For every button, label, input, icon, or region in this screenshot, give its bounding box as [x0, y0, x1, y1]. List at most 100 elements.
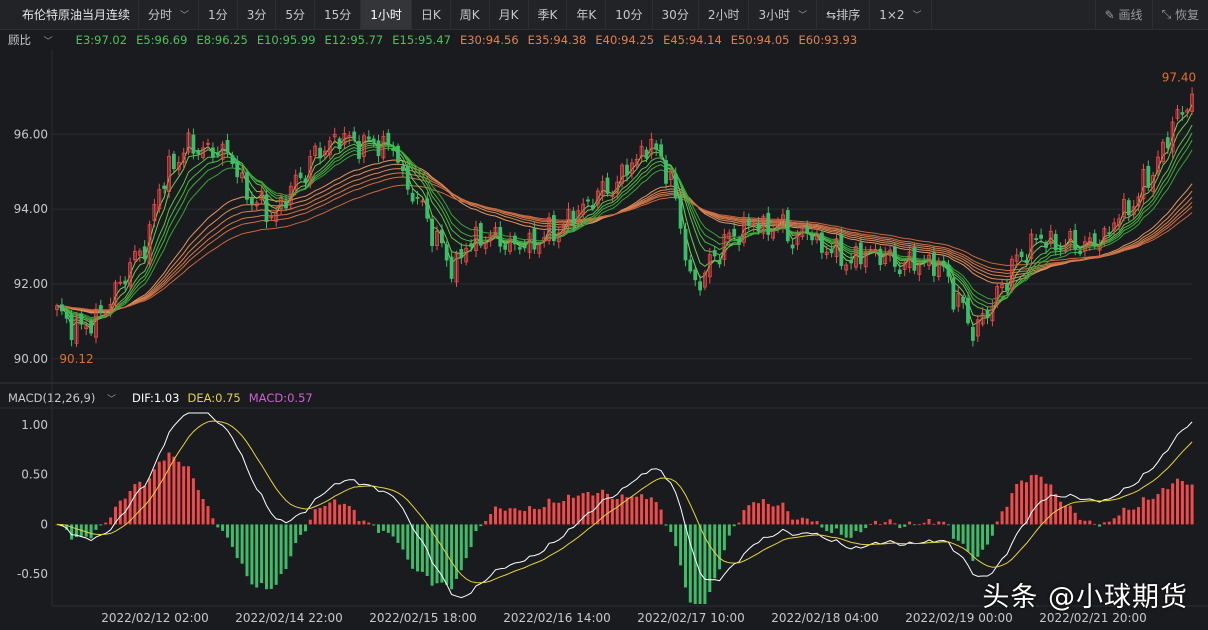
- ema-long-value: E45:94.14: [663, 33, 722, 47]
- period-tab-13[interactable]: 2小时: [699, 0, 750, 29]
- candle-body: [69, 314, 74, 340]
- macd-bar: [606, 493, 609, 525]
- period-tab-1[interactable]: 1分: [199, 0, 238, 29]
- macd-bar: [732, 524, 736, 527]
- period-tab-9[interactable]: 季K: [529, 0, 568, 29]
- macd-bar: [927, 519, 931, 525]
- macd-bar: [133, 484, 137, 525]
- candle-body: [1102, 228, 1107, 243]
- candle-body: [766, 212, 771, 235]
- period-tab-14[interactable]: 3小时 ﹀: [749, 0, 818, 29]
- candle-body: [824, 251, 829, 255]
- macd-bar: [932, 523, 936, 525]
- period-tab-5[interactable]: 1小时: [361, 0, 412, 29]
- period-tab-2[interactable]: 3分: [238, 0, 277, 29]
- macd-bar: [230, 524, 234, 547]
- draw-line-button[interactable]: ✎ 画线: [1094, 0, 1152, 29]
- candle-body: [815, 233, 819, 241]
- macd-bar: [937, 521, 941, 525]
- layout-selector[interactable]: 1×2 ﹀: [870, 0, 932, 29]
- candle-body: [464, 247, 469, 263]
- macd-bar: [450, 524, 454, 590]
- swap-icon: ⇆: [826, 7, 837, 22]
- period-tab-3[interactable]: 5分: [276, 0, 315, 29]
- macd-bar: [148, 478, 152, 525]
- period-tab-6[interactable]: 日K: [412, 0, 451, 29]
- candle-body: [883, 252, 888, 264]
- candle-body: [488, 234, 493, 242]
- candle-body: [60, 304, 64, 312]
- macd-bar: [859, 524, 863, 533]
- candle-body: [581, 203, 585, 215]
- candle-body: [332, 133, 337, 138]
- period-tab-label: 10分: [615, 8, 643, 22]
- ema-long-line: [56, 163, 1193, 313]
- macd-bar: [518, 510, 522, 525]
- candle-body: [420, 200, 425, 203]
- candle-body: [337, 138, 342, 150]
- macd-bar: [1171, 483, 1175, 525]
- macd-bar: [430, 524, 434, 586]
- candle-body: [1126, 200, 1131, 216]
- macd-bar: [1127, 509, 1131, 525]
- candle-body: [707, 254, 712, 278]
- macd-bar: [1020, 480, 1024, 525]
- candle-body: [396, 145, 400, 163]
- period-tab-label: 周K: [459, 8, 480, 22]
- period-tab-0[interactable]: 分时 ﹀: [139, 0, 200, 29]
- candle-body: [746, 218, 751, 227]
- macd-bar: [830, 524, 834, 533]
- macd-bar: [703, 524, 707, 604]
- candle-body: [556, 232, 561, 243]
- macd-bar: [1156, 494, 1160, 525]
- candle-body: [430, 218, 435, 247]
- x-tick-label: 2022/02/16 14:00: [503, 611, 611, 625]
- candle-body: [527, 232, 532, 253]
- macd-bar: [211, 518, 215, 525]
- macd-bar: [698, 524, 702, 604]
- chevron-down-icon: ﹀: [180, 11, 190, 21]
- period-tab-12[interactable]: 30分: [653, 0, 699, 29]
- macd-bar: [532, 508, 536, 525]
- candle-body: [400, 166, 405, 171]
- macd-bar: [172, 456, 176, 525]
- period-tab-label: 5分: [285, 8, 305, 22]
- period-tab-8[interactable]: 月K: [490, 0, 529, 29]
- candle-body: [84, 325, 89, 329]
- candle-body: [1151, 175, 1155, 192]
- candle-body: [288, 185, 293, 205]
- macd-bar: [956, 524, 960, 541]
- macd-bar: [226, 524, 229, 538]
- candle-body: [532, 228, 537, 250]
- candle-body: [956, 293, 961, 307]
- period-tab-10[interactable]: 年K: [567, 0, 607, 29]
- macd-bar: [401, 524, 405, 550]
- sort-button[interactable]: ⇆ 排序: [817, 0, 871, 29]
- symbol-title[interactable]: 布伦特原油当月连续: [0, 0, 140, 29]
- x-tick-label: 2022/02/19 00:00: [905, 611, 1013, 625]
- macd-y-tick-label: -0.50: [17, 567, 48, 581]
- candle-body: [176, 162, 181, 171]
- macd-bar: [1107, 521, 1111, 525]
- macd-bar: [489, 514, 493, 525]
- candle-body: [620, 164, 624, 184]
- macd-bar: [625, 497, 629, 525]
- candle-body: [245, 172, 249, 200]
- candle-body: [800, 227, 805, 237]
- indicator-selector[interactable]: 顾比 ﹀: [8, 32, 62, 48]
- period-tab-11[interactable]: 10分: [606, 0, 653, 29]
- macd-value: MACD:0.57: [248, 391, 313, 405]
- macd-bar: [362, 520, 366, 525]
- candle-body: [717, 259, 722, 265]
- period-tab-7[interactable]: 周K: [451, 0, 490, 29]
- candle-body: [820, 232, 824, 253]
- candle-body: [303, 178, 308, 183]
- macd-bar: [601, 489, 605, 525]
- restore-button[interactable]: ⤡ 恢复: [1151, 0, 1208, 29]
- macd-bar: [684, 524, 687, 588]
- ema-short-value: E12:95.77: [324, 33, 384, 47]
- macd-bar: [279, 524, 283, 574]
- candle-body: [1136, 196, 1141, 207]
- period-tab-4[interactable]: 15分: [315, 0, 362, 29]
